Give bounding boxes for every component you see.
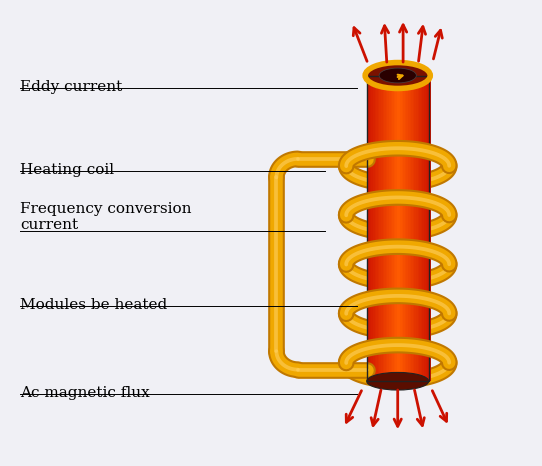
Bar — [376, 75, 378, 381]
Bar — [421, 75, 423, 381]
Bar — [424, 75, 426, 381]
Bar — [410, 75, 412, 381]
Bar — [398, 75, 401, 381]
Bar — [384, 75, 386, 381]
Bar — [416, 75, 418, 381]
Bar — [415, 75, 416, 381]
Bar — [402, 75, 404, 381]
Bar — [422, 75, 424, 381]
Bar — [400, 75, 402, 381]
Text: Ac magnetic flux: Ac magnetic flux — [20, 386, 150, 400]
Bar — [375, 75, 377, 381]
Bar — [419, 75, 421, 381]
Ellipse shape — [367, 372, 429, 390]
Bar — [369, 75, 370, 381]
Bar — [367, 75, 429, 381]
Bar — [388, 75, 390, 381]
Bar — [427, 75, 429, 381]
Ellipse shape — [379, 68, 416, 83]
Bar — [381, 75, 383, 381]
Bar — [408, 75, 410, 381]
Text: Eddy current: Eddy current — [20, 80, 122, 94]
Bar — [378, 75, 380, 381]
Text: Modules be heated: Modules be heated — [20, 298, 167, 312]
Bar — [391, 75, 392, 381]
Bar — [379, 75, 382, 381]
Bar — [406, 75, 409, 381]
Bar — [367, 75, 369, 381]
Bar — [393, 75, 396, 381]
Bar — [389, 75, 391, 381]
Bar — [411, 75, 414, 381]
Bar — [395, 75, 397, 381]
Bar — [403, 75, 405, 381]
Text: Heating coil: Heating coil — [20, 164, 114, 178]
Bar — [373, 75, 375, 381]
Ellipse shape — [367, 63, 429, 88]
Bar — [392, 75, 394, 381]
Bar — [371, 75, 373, 381]
Text: Frequency conversion
current: Frequency conversion current — [20, 202, 192, 232]
Bar — [425, 75, 428, 381]
Bar — [405, 75, 407, 381]
Bar — [429, 75, 431, 381]
Bar — [370, 75, 372, 381]
Bar — [383, 75, 385, 381]
Bar — [397, 75, 399, 381]
Bar — [386, 75, 388, 381]
Bar — [417, 75, 420, 381]
Bar — [413, 75, 415, 381]
